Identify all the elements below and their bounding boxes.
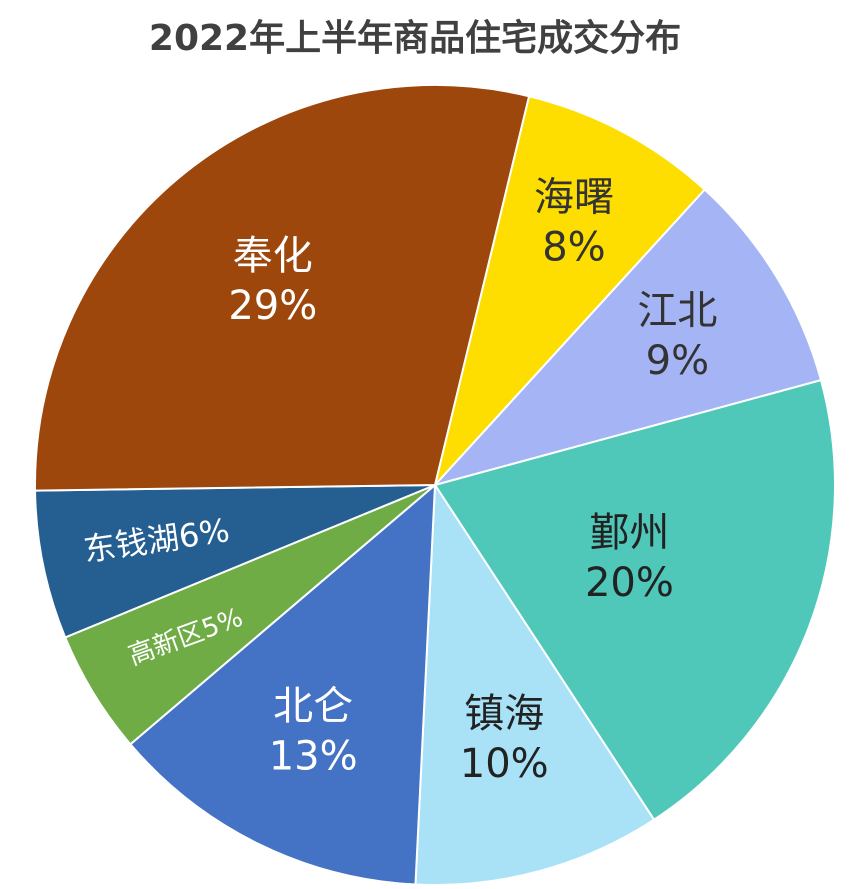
pie-slice bbox=[414, 481, 656, 886]
category-label: 海曙 bbox=[534, 175, 614, 221]
pie-slice bbox=[128, 482, 437, 886]
category-label: 北仑 bbox=[273, 684, 353, 730]
value-label: 29% bbox=[228, 283, 317, 329]
pie-slice bbox=[433, 378, 836, 822]
value-label: 9% bbox=[646, 338, 709, 384]
slice-label: 奉化 29% bbox=[228, 233, 317, 329]
category-label: 镇海 bbox=[464, 691, 544, 737]
slice-label: 海曙 8% bbox=[534, 175, 614, 271]
value-label: 8% bbox=[542, 225, 605, 271]
slice-label: 北仑 13% bbox=[269, 684, 358, 780]
pie-slice bbox=[434, 95, 707, 486]
value-label: 10% bbox=[460, 741, 549, 787]
pie-slice bbox=[34, 484, 436, 639]
pie-slice bbox=[34, 84, 531, 492]
category-label: 鄞州 bbox=[589, 510, 669, 556]
slice-label: 江北 9% bbox=[637, 288, 717, 384]
value-label: 20% bbox=[585, 560, 674, 606]
slice-label: 镇海 10% bbox=[460, 691, 549, 787]
slice-label: 鄞州 20% bbox=[585, 510, 674, 606]
chart-title: 2022年上半年商品住宅成交分布 bbox=[149, 17, 681, 59]
value-label: 13% bbox=[269, 734, 358, 780]
category-label: 奉化 bbox=[233, 233, 313, 279]
category-label: 江北 bbox=[637, 288, 717, 334]
value-label: 6% bbox=[176, 511, 232, 556]
pie-slice bbox=[431, 188, 823, 487]
